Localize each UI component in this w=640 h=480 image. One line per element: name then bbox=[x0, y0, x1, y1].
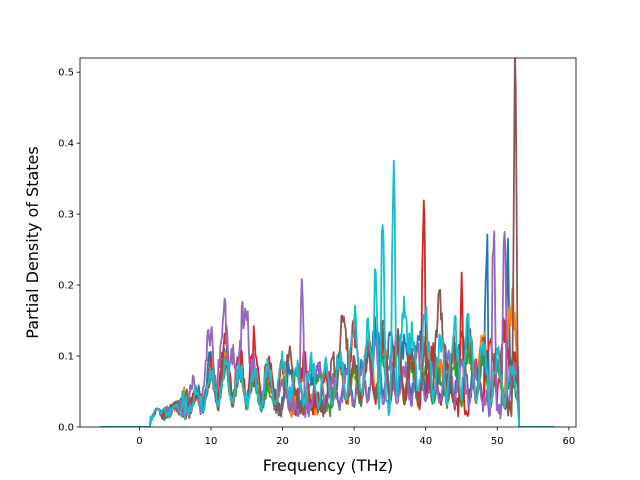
x-tick-label: 60 bbox=[562, 436, 575, 447]
series-layer bbox=[100, 58, 555, 427]
tick-layer: 0 10 20 30 40 50 60 0.0 0.1 0.2 0.3 0.4 0.5 bbox=[58, 68, 575, 447]
y-tick-label: 0.4 bbox=[58, 139, 74, 150]
x-tick-label: 20 bbox=[276, 436, 289, 447]
series-line-7 bbox=[100, 159, 555, 427]
y-tick-label: 0.0 bbox=[58, 423, 74, 434]
x-axis-label: Frequency (THz) bbox=[263, 456, 393, 475]
x-tick-label: 30 bbox=[348, 436, 361, 447]
y-tick-label: 0.2 bbox=[58, 281, 74, 292]
x-tick-label: 50 bbox=[491, 436, 504, 447]
x-tick-label: 40 bbox=[419, 436, 432, 447]
x-tick-label: 10 bbox=[205, 436, 218, 447]
y-axis-label: Partial Density of States bbox=[23, 146, 42, 338]
y-tick-label: 0.5 bbox=[58, 68, 74, 79]
y-tick-label: 0.3 bbox=[58, 210, 74, 221]
y-tick-label: 0.1 bbox=[58, 352, 74, 363]
plot-frame bbox=[79, 57, 577, 428]
x-tick-label: 0 bbox=[136, 436, 142, 447]
